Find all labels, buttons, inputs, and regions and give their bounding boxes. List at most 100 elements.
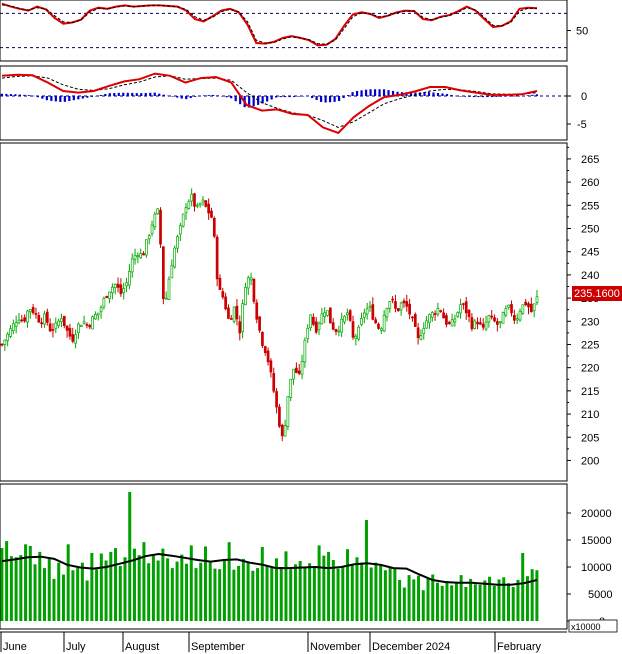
macd-histogram-bar xyxy=(86,96,89,98)
macd-histogram-bar xyxy=(50,96,53,101)
volume-bar xyxy=(279,567,283,621)
candle-body xyxy=(176,236,179,249)
volume-bar xyxy=(118,565,122,621)
candle-body xyxy=(323,312,327,317)
macd-histogram-bar xyxy=(59,96,62,102)
candle-body xyxy=(102,298,106,308)
macd-histogram-bar xyxy=(423,92,426,96)
candle-body xyxy=(170,265,174,279)
candle-body xyxy=(37,315,41,323)
macd-histogram-bar xyxy=(108,93,111,96)
price-tick-label: 240 xyxy=(581,270,599,282)
volume-bar xyxy=(147,563,151,621)
macd-histogram-bar xyxy=(364,89,368,96)
price-tick-label: 245 xyxy=(581,247,599,259)
candle-body xyxy=(215,236,219,280)
macd-histogram-bar xyxy=(522,95,525,97)
candle-body xyxy=(529,303,533,313)
candle-body xyxy=(14,322,18,327)
candle-body xyxy=(371,304,375,320)
candle-body xyxy=(128,271,131,286)
candle-body xyxy=(178,225,182,235)
candle-body xyxy=(122,288,126,293)
macd-histogram-bar xyxy=(526,95,530,96)
candle-body xyxy=(453,318,457,323)
candle-body xyxy=(255,302,259,320)
candle-body xyxy=(331,322,335,330)
volume-bar xyxy=(132,548,136,621)
volume-bar xyxy=(350,564,354,621)
volume-bar xyxy=(275,558,279,621)
macd-histogram-bar xyxy=(32,95,35,97)
macd-histogram-bar xyxy=(194,96,197,97)
candle-body xyxy=(11,323,15,331)
candle-body xyxy=(133,254,137,260)
candle-body xyxy=(204,200,208,207)
candle-body xyxy=(473,320,477,329)
volume-bar xyxy=(57,562,61,621)
candle-body xyxy=(422,327,426,334)
candle-body xyxy=(337,330,341,333)
candle-body xyxy=(275,391,278,408)
candle-body xyxy=(65,325,69,331)
candle-body xyxy=(464,301,468,314)
macd-histogram-bar xyxy=(261,96,264,104)
candle-body xyxy=(142,253,145,256)
macd-histogram-bar xyxy=(486,96,489,98)
volume-bar xyxy=(194,568,198,621)
volume-bar xyxy=(341,566,345,621)
macd-panel xyxy=(0,65,568,141)
macd-histogram-bar xyxy=(252,96,255,107)
candle-body xyxy=(94,314,97,320)
volume-bar xyxy=(76,568,80,621)
macd-histogram-bar xyxy=(472,96,476,98)
macd-histogram-bar xyxy=(14,94,17,96)
macd-histogram-bar xyxy=(234,96,237,102)
volume-bar xyxy=(61,574,65,621)
macd-histogram-bar xyxy=(351,92,354,96)
macd-histogram-bar xyxy=(99,94,102,96)
candle-body xyxy=(207,203,210,214)
candle-body xyxy=(145,239,148,256)
macd-histogram-bar xyxy=(297,96,300,97)
candle-body xyxy=(164,297,168,300)
macd-tick-label: -5 xyxy=(577,119,587,131)
volume-bar xyxy=(459,575,463,621)
macd-histogram-bar xyxy=(95,95,98,97)
volume-bar xyxy=(218,569,222,621)
candle-body xyxy=(479,322,482,325)
candle-body xyxy=(493,317,496,322)
candle-body xyxy=(289,378,293,398)
macd-histogram-bar xyxy=(68,96,71,102)
macd-histogram-bar xyxy=(171,96,174,97)
macd-histogram-bar xyxy=(0,93,4,96)
candle-body xyxy=(340,318,344,333)
candle-body xyxy=(173,247,177,268)
candle-body xyxy=(362,312,366,318)
candle-body xyxy=(377,323,380,329)
macd-histogram-bar xyxy=(391,90,395,96)
volume-bar xyxy=(142,542,146,621)
volume-bar xyxy=(161,548,165,621)
candle-body xyxy=(227,307,230,319)
volume-bar xyxy=(109,551,113,621)
volume-bar xyxy=(369,567,373,621)
volume-bar xyxy=(417,575,421,621)
volume-bar xyxy=(374,562,378,621)
volume-bar xyxy=(0,548,4,621)
candle-body xyxy=(507,304,511,308)
candle-body xyxy=(210,210,213,218)
candle-body xyxy=(266,350,270,363)
volume-bar xyxy=(516,579,520,621)
macd-histogram-bar xyxy=(122,92,125,96)
candle-body xyxy=(309,314,312,328)
macd-histogram-bar xyxy=(311,96,314,98)
macd-histogram-bar xyxy=(463,96,467,97)
volume-bar xyxy=(203,546,207,621)
macd-histogram-bar xyxy=(396,91,399,96)
candle-body xyxy=(150,224,154,234)
candle-body xyxy=(456,312,460,318)
volume-bar xyxy=(364,520,368,621)
macd-histogram-bar xyxy=(499,96,503,97)
macd-histogram-bar xyxy=(27,95,30,96)
